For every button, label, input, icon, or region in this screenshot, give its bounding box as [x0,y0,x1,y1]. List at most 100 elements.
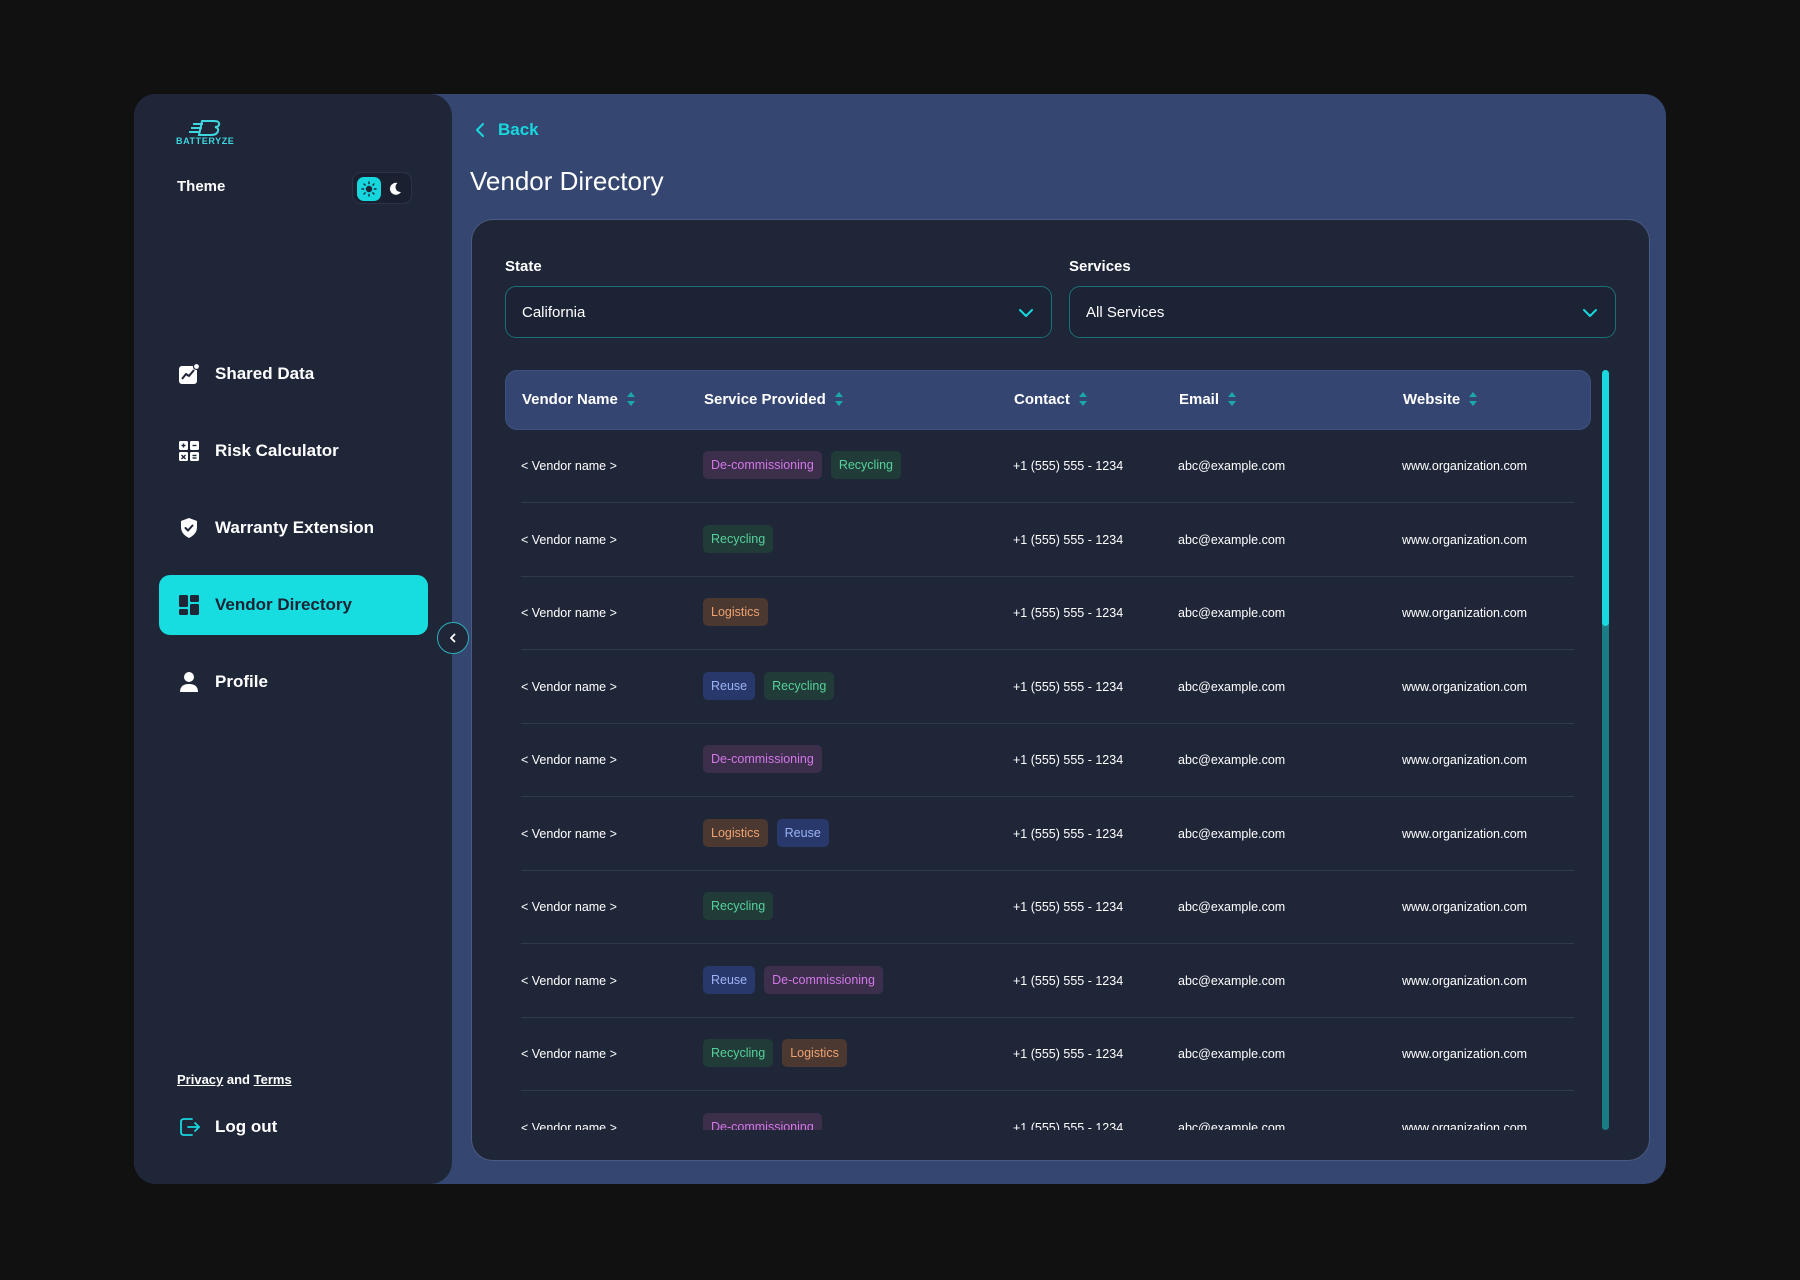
table-row[interactable]: < Vendor name > De-commissioning Recycling… [521,430,1574,503]
email-cell[interactable]: abc@example.com [1178,826,1286,841]
column-header-label: Contact [1014,390,1070,408]
table-body: < Vendor name > De-commissioning Recycling… [505,430,1591,1130]
website-cell[interactable]: www.organization.com [1402,973,1528,988]
logo-wordmark: BATTERYZE [176,136,235,146]
contact-cell: +1 (555) 555 - 1234 [1013,1120,1124,1131]
contact-cell: +1 (555) 555 - 1234 [1013,679,1124,694]
service-tag: Logistics [782,1039,847,1067]
email-cell[interactable]: abc@example.com [1178,1047,1286,1061]
email-cell[interactable]: abc@example.com [1178,606,1286,620]
vendor-name-cell: < Vendor name > [521,826,617,841]
table-row[interactable]: < Vendor name > De-commissioning +1 (555) … [521,1092,1574,1131]
table-row[interactable]: < Vendor name > De-commissioning +1 (555) … [521,724,1574,797]
chevron-down-icon [1583,309,1597,317]
email-cell[interactable]: abc@example.com [1178,532,1286,547]
column-header-contact[interactable]: Contact [1014,390,1088,408]
terms-link[interactable]: Terms [253,1072,292,1087]
state-select-value: California [522,303,586,321]
sidebar-item-vendor-directory[interactable]: Vendor Directory [159,575,428,635]
contact-cell: +1 (555) 555 - 1234 [1013,459,1124,473]
services-select[interactable]: All Services [1069,286,1616,338]
sidebar-item-risk-calculator[interactable]: Risk Calculator [159,421,428,481]
contact-cell: +1 (555) 555 - 1234 [1013,532,1124,547]
service-tag: De-commissioning [764,965,883,994]
sidebar-item-label: Vendor Directory [215,595,352,614]
collapse-sidebar-button[interactable] [437,622,469,654]
website-cell[interactable]: www.organization.com [1402,1047,1528,1061]
column-header-service-provided[interactable]: Service Provided [704,390,844,408]
app-frame: BATTERYZE Theme [134,94,1666,1184]
email-cell[interactable]: abc@example.com [1178,1120,1286,1131]
website-cell[interactable]: www.organization.com [1402,459,1528,473]
vendor-name-cell: < Vendor name > [521,532,617,547]
table-row[interactable]: < Vendor name > Logistics +1 (555) 555 - 1… [521,577,1574,650]
sidebar-item-profile[interactable]: Profile [159,652,428,712]
email-cell[interactable]: abc@example.com [1178,900,1286,914]
contact-cell: +1 (555) 555 - 1234 [1013,606,1124,620]
website-cell[interactable]: www.organization.com [1402,532,1528,547]
sidebar-item-warranty-extension[interactable]: Warranty Extension [159,498,428,558]
email-cell[interactable]: abc@example.com [1178,973,1286,988]
service-tags: De-commissioning [703,745,831,773]
sort-icon [834,392,843,406]
legal-links: Privacy and Terms [177,1072,292,1087]
vendor-name-cell: < Vendor name > [521,753,617,767]
contact-cell: +1 (555) 555 - 1234 [1013,826,1124,841]
email-cell[interactable]: abc@example.com [1178,679,1286,694]
state-select[interactable]: California [505,286,1052,338]
page-title: Vendor Directory [470,166,664,196]
contact-cell: +1 (555) 555 - 1234 [1013,753,1124,767]
table-row[interactable]: < Vendor name > Recycling +1 (555) 555 - 1… [521,504,1574,577]
back-link[interactable]: Back [474,120,539,140]
service-tag: De-commissioning [703,451,822,479]
sort-icon [1228,392,1237,406]
email-cell[interactable]: abc@example.com [1178,753,1286,767]
website-cell[interactable]: www.organization.com [1402,606,1528,620]
vendor-name-cell: < Vendor name > [521,1120,617,1131]
sun-icon[interactable] [357,177,381,201]
column-header-email[interactable]: Email [1179,390,1237,408]
contact-cell: +1 (555) 555 - 1234 [1013,1047,1124,1061]
website-cell[interactable]: www.organization.com [1402,826,1528,841]
logout-button[interactable]: Log out [177,1114,277,1140]
chevron-down-icon [1019,309,1033,317]
sidebar-item-shared-data[interactable]: Shared Data [159,344,428,404]
column-header-label: Email [1179,390,1220,408]
service-tag: Recycling [703,1039,774,1067]
website-cell[interactable]: www.organization.com [1402,753,1528,767]
legal-and-text: and [226,1072,251,1087]
table-row[interactable]: < Vendor name > Recycling Logistics +1 (555… [521,1018,1574,1091]
sidebar-item-label: Warranty Extension [215,518,375,537]
privacy-link[interactable]: Privacy [177,1072,224,1087]
table-row[interactable]: < Vendor name > Recycling +1 (555) 555 - 1… [521,871,1574,944]
vendor-name-cell: < Vendor name > [521,679,617,694]
service-tag: De-commissioning [703,1112,822,1130]
table-row[interactable]: < Vendor name > Reuse Recycling +1 (555) 55… [521,651,1574,724]
table-row[interactable]: < Vendor name > Logistics Reuse +1 (555) 55… [521,798,1574,871]
contact-cell: +1 (555) 555 - 1234 [1013,973,1124,988]
moon-icon[interactable] [385,179,405,199]
theme-toggle[interactable] [352,172,412,204]
theme-row: Theme [177,172,412,204]
service-tags: Reuse Recycling [703,671,843,700]
table-row[interactable]: < Vendor name > Reuse De-commissioning +1 (… [521,945,1574,1018]
services-filter-label: Services [1069,258,1131,275]
shield-check-icon [177,516,201,540]
column-header-vendor-name[interactable]: Vendor Name [522,390,636,408]
grid-icon [177,439,201,463]
website-cell[interactable]: www.organization.com [1402,1120,1528,1131]
service-tag: Reuse [776,818,829,847]
scrollbar-track[interactable] [1602,370,1609,1130]
table-header: Vendor Name Service Provided Contact Ema… [505,370,1591,430]
sidebar-item-label: Risk Calculator [215,441,339,460]
website-cell[interactable]: www.organization.com [1402,900,1528,914]
vendor-name-cell: < Vendor name > [521,900,617,914]
email-cell[interactable]: abc@example.com [1178,459,1286,473]
service-tag: Logistics [703,818,768,847]
column-header-label: Website [1403,390,1461,408]
service-tags: Logistics [703,598,777,626]
scrollbar-thumb[interactable] [1602,370,1609,626]
service-tags: Recycling [703,892,782,920]
website-cell[interactable]: www.organization.com [1402,679,1528,694]
column-header-website[interactable]: Website [1403,390,1478,408]
